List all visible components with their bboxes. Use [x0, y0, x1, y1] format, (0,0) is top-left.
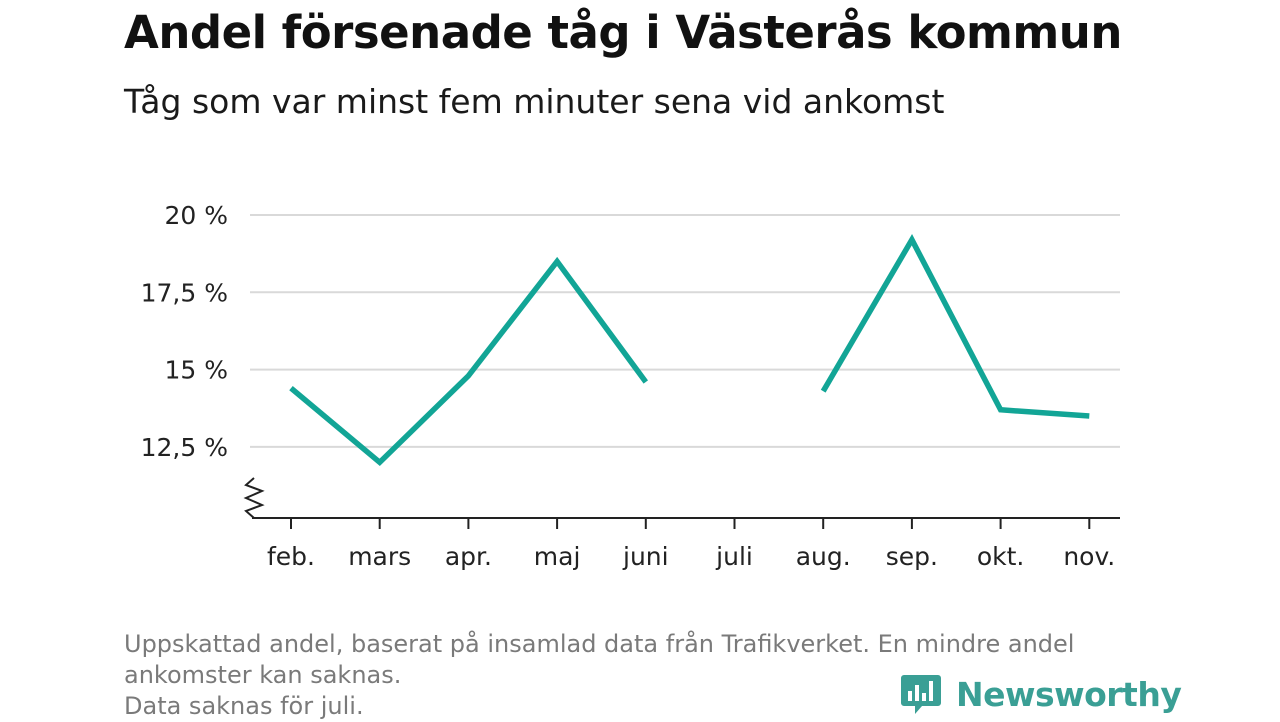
x-tick-label: maj [534, 542, 581, 571]
gridlines [250, 214, 1120, 448]
x-tick-label: apr. [445, 542, 492, 571]
series-line-segment [289, 256, 649, 467]
y-tick-label: 12,5 % [141, 433, 228, 462]
footnote: Uppskattad andel, baserat på insamlad da… [124, 629, 1164, 722]
y-axis: 12,5 % 15 % 17,5 % 20 % [141, 201, 265, 519]
x-axis: feb. mars apr. maj juni juli aug. sep. okt. nov. [252, 517, 1120, 571]
x-tick-label: nov. [1063, 542, 1115, 571]
x-tick-label: okt. [977, 542, 1025, 571]
y-tick-label: 15 % [164, 356, 228, 385]
footnote-line-2: ankomster kan saknas. [124, 661, 402, 689]
chart-title: Andel försenade tåg i Västerås kommun [124, 6, 1122, 59]
y-tick-label: 20 % [164, 201, 228, 230]
x-tick-label: juli [715, 542, 753, 571]
x-tick-label: sep. [886, 542, 938, 571]
footnote-line-3: Data saknas för juli. [124, 692, 364, 720]
x-tick-label: juni [622, 542, 669, 571]
x-tick-label: aug. [796, 542, 851, 571]
x-tick-label: feb. [267, 542, 315, 571]
newsworthy-logo: Newsworthy [900, 668, 1182, 720]
x-tick-label: mars [348, 542, 411, 571]
y-tick-label: 17,5 % [141, 278, 228, 307]
line-chart: 12,5 % 15 % 17,5 % 20 % feb. mars apr. maj juni… [141, 201, 1120, 571]
footnote-line-1: Uppskattad andel, baserat på insamlad da… [124, 630, 1075, 658]
bar-chart-speech-bubble-icon [901, 675, 941, 714]
chart-subtitle: Tåg som var minst fem minuter sena vid a… [124, 82, 945, 121]
logo-text: Newsworthy [956, 674, 1182, 714]
series-line-segment [820, 234, 1090, 419]
series-lines [289, 234, 1090, 467]
axis-break-zigzag [243, 477, 265, 519]
